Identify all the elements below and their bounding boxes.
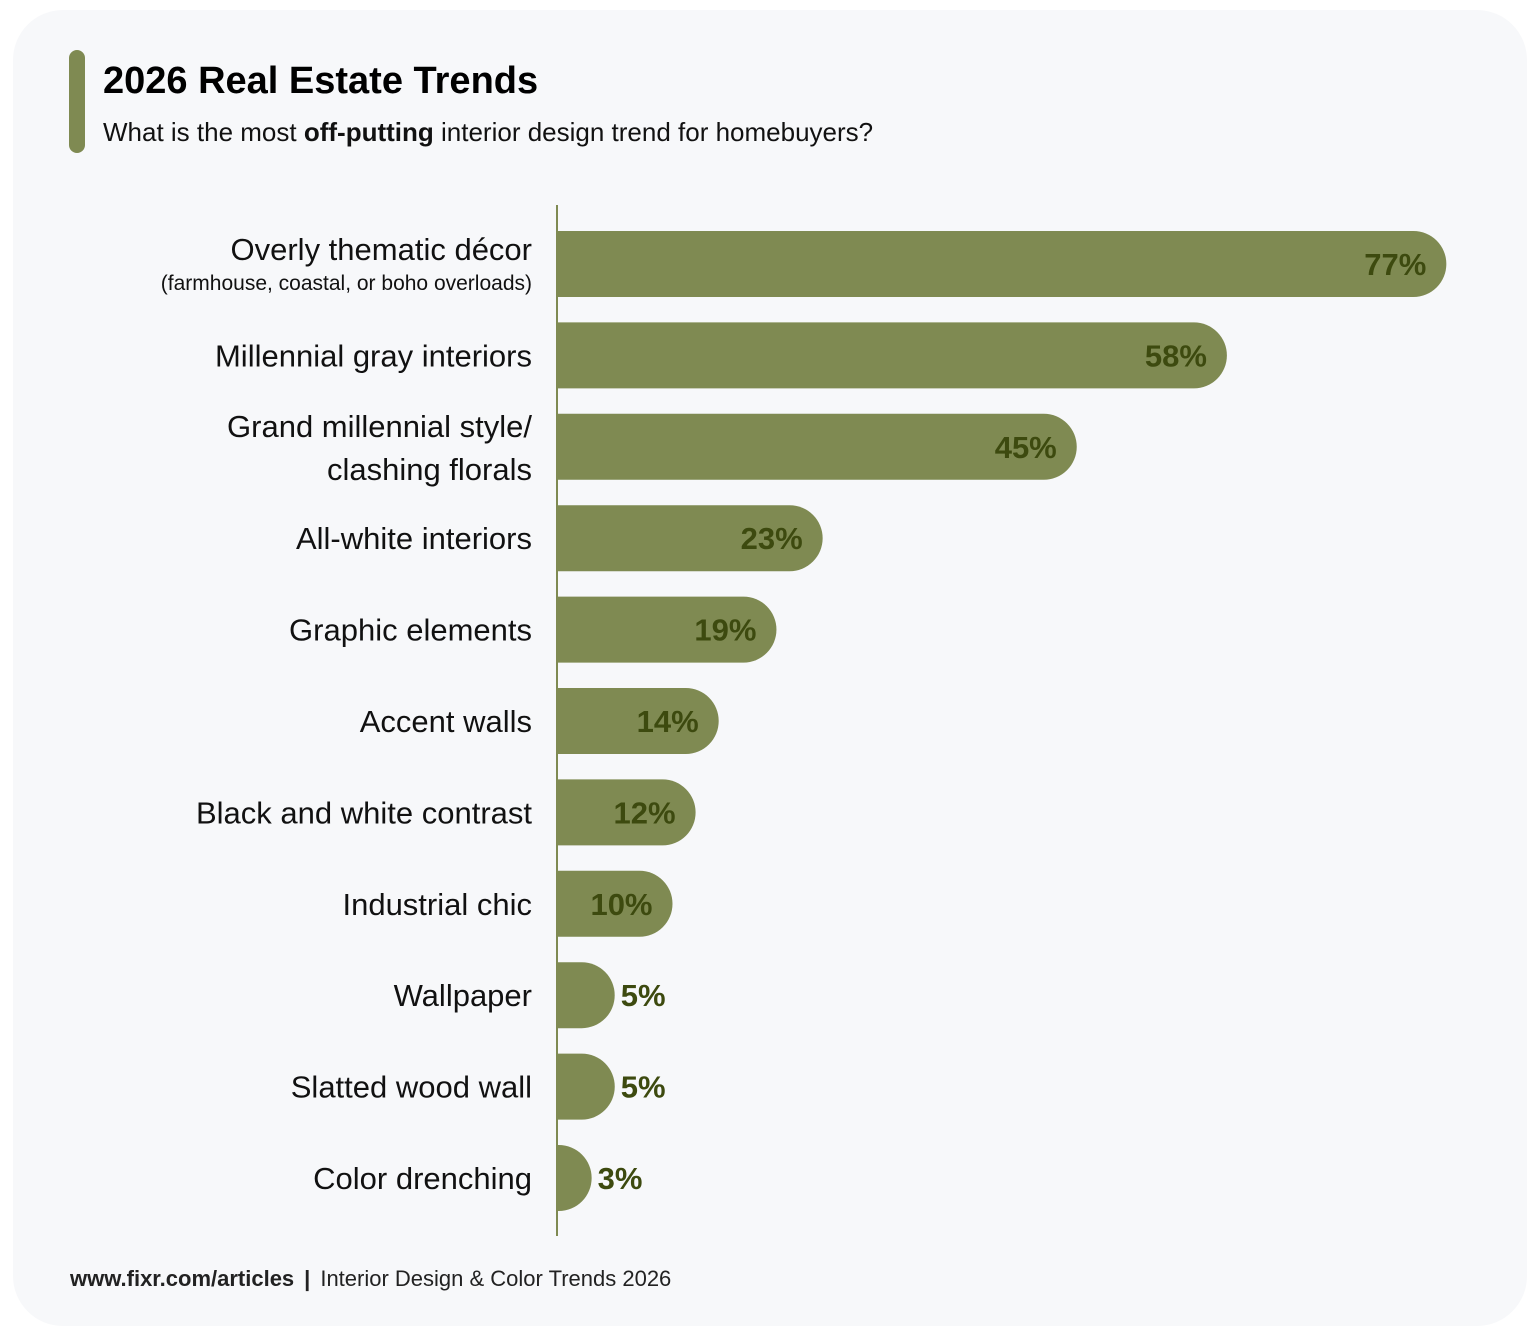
- footer-separator: |: [304, 1266, 311, 1291]
- data-label: 23%: [741, 521, 803, 556]
- bar: [557, 962, 615, 1029]
- data-label: 3%: [598, 1161, 643, 1196]
- data-label: 77%: [1364, 247, 1426, 282]
- category-label: Slatted wood wall: [291, 1070, 532, 1105]
- data-label: 5%: [621, 1070, 666, 1105]
- category-label: Color drenching: [313, 1161, 532, 1196]
- bar: [557, 1053, 615, 1120]
- chart-subtitle: What is the most off-putting interior de…: [103, 117, 873, 148]
- category-label: Wallpaper: [394, 978, 532, 1013]
- category-label: All-white interiors: [296, 521, 532, 556]
- category-label: Graphic elements: [289, 613, 532, 648]
- bar: [557, 1145, 592, 1211]
- category-label: clashing florals: [327, 452, 532, 487]
- subtitle-text-end: interior design trend for homebuyers?: [433, 117, 874, 147]
- source-title: Interior Design & Color Trends 2026: [320, 1266, 672, 1291]
- source-url[interactable]: www.fixr.com/articles: [70, 1266, 295, 1291]
- category-label: Grand millennial style/: [227, 409, 532, 444]
- bar: [557, 322, 1227, 389]
- chart-title: 2026 Real Estate Trends: [103, 60, 539, 102]
- bar: [557, 870, 673, 937]
- bar: [557, 413, 1077, 480]
- subtitle-emphasis: off-putting: [303, 117, 434, 147]
- category-label: Industrial chic: [342, 887, 532, 922]
- title-accent-bar: [69, 50, 85, 153]
- category-label: Black and white contrast: [196, 795, 532, 830]
- data-label: 45%: [995, 430, 1057, 465]
- data-label: 14%: [637, 704, 699, 739]
- category-label: Millennial gray interiors: [215, 338, 532, 373]
- bar: [557, 688, 719, 754]
- category-label: Accent walls: [360, 704, 532, 739]
- bar: [557, 779, 696, 846]
- bar: [557, 596, 777, 663]
- data-label: 5%: [621, 978, 666, 1013]
- chart-card: [13, 10, 1527, 1326]
- data-label: 10%: [590, 887, 652, 922]
- category-label: Overly thematic décor: [231, 232, 533, 267]
- data-label: 12%: [614, 795, 676, 830]
- bar: [557, 231, 1447, 297]
- data-label: 19%: [694, 613, 756, 648]
- category-sublabel: (farmhouse, coastal, or boho overloads): [161, 272, 532, 295]
- subtitle-text: What is the most: [103, 117, 304, 147]
- bar: [557, 505, 823, 572]
- footer: www.fixr.com/articles | Interior Design & …: [70, 1266, 671, 1292]
- data-label: 58%: [1145, 338, 1207, 373]
